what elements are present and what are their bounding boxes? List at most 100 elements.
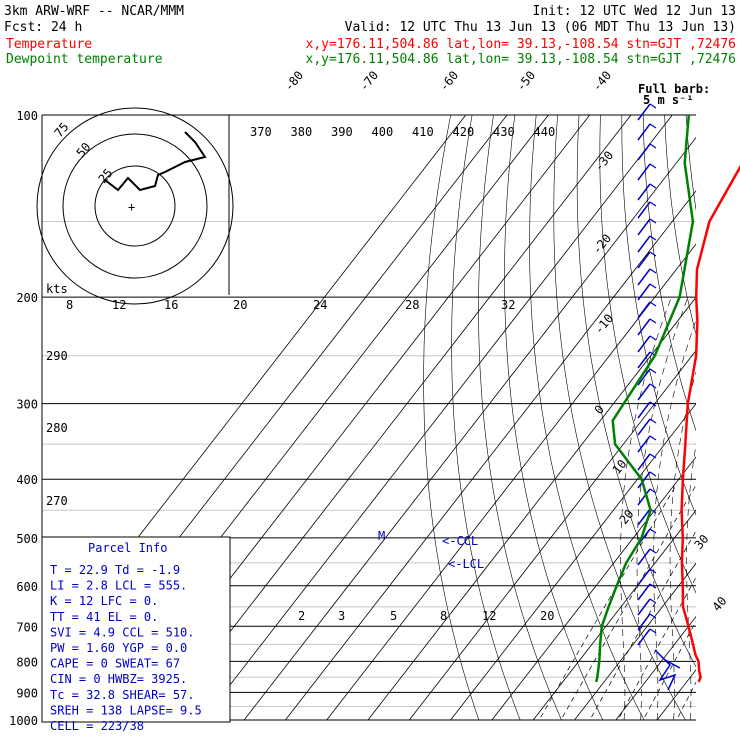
pressure-tick-label: 200	[16, 291, 38, 305]
hodo-speed-label: 32	[501, 298, 515, 312]
temperature-location: x,y=176.11,504.86 lat,lon= 39.13,-108.54…	[306, 37, 736, 52]
theta-label: 390	[331, 125, 353, 139]
wind-barb-flag	[649, 418, 657, 424]
theta-side-label: 280	[46, 421, 68, 435]
mixing-ratio-label: 12	[482, 609, 496, 623]
wind-barb-staff	[637, 335, 651, 353]
lcl-label: <-LCL	[448, 557, 484, 571]
wind-barb-flag	[649, 598, 657, 604]
pressure-tick-label: 1000	[9, 714, 38, 728]
wind-barb-flag	[649, 471, 657, 477]
isotherm-label: -20	[590, 231, 615, 257]
mixing-ratio-label: 8	[440, 609, 447, 623]
parcel-title: Parcel Info	[88, 541, 167, 555]
hodo-speed-label: 28	[405, 298, 419, 312]
dry-adiabat	[451, 115, 521, 720]
dry-adiabat	[707, 115, 740, 733]
isotherm-line	[450, 403, 696, 720]
hodo-ring-75	[36, 107, 234, 305]
hodo-ring-label: 50	[74, 140, 94, 160]
init-time: Init: 12 UTC Wed 12 Jun 13	[533, 4, 737, 19]
pressure-tick-label: 400	[16, 473, 38, 487]
wind-barb-flag	[649, 218, 657, 224]
wind-barb-staff	[637, 268, 651, 286]
wind-barb-staff	[637, 453, 651, 471]
isotherm-label: -60	[437, 68, 462, 94]
ccl-label: <-CCL	[442, 534, 478, 548]
wind-barb-flag	[649, 435, 657, 441]
wind-barb-flag	[649, 143, 657, 149]
wind-barbs: Full barb:5 m s⁻¹	[637, 82, 710, 691]
wind-barb-flag	[649, 401, 657, 407]
isotherm-line	[367, 296, 696, 720]
parcel-row: Tc = 32.8 SHEAR= 57.	[50, 688, 195, 702]
wind-barb-flag	[649, 283, 657, 289]
wind-barb-flag	[649, 548, 657, 554]
wind-barb-staff	[637, 418, 651, 436]
wind-barb-flag	[649, 318, 657, 324]
wind-barb-staff	[637, 103, 651, 121]
isotherm-label: 30	[692, 532, 712, 552]
hodo-speed-label: 20	[233, 298, 247, 312]
isotherm-line	[730, 115, 740, 733]
hodo-ring-label: 25	[96, 166, 116, 186]
wind-barb-staff	[637, 235, 651, 253]
wind-barb-staff	[637, 143, 651, 161]
dry-adiabat	[423, 115, 480, 720]
barb-legend-title: Full barb:	[638, 82, 710, 96]
wind-barb-staff	[637, 368, 651, 386]
model-title: 3km ARW-WRF -- NCAR/MMM	[4, 4, 184, 19]
parcel-row: TT = 41 EL = 0.	[50, 610, 158, 624]
wind-barb-staff	[637, 628, 651, 646]
wind-barb-staff	[637, 568, 651, 586]
parcel-row: CELL = 223/38	[50, 719, 144, 733]
barb-legend-units: 5 m s⁻¹	[643, 93, 694, 107]
parcel-panel-box	[41, 536, 231, 723]
moist-adiabat	[703, 297, 740, 720]
hodo-ring-label: 75	[52, 120, 72, 140]
wind-barb-staff	[637, 613, 651, 631]
pressure-tick-label: 100	[16, 109, 38, 123]
wind-barb-staff	[637, 351, 651, 369]
forecast-hour: Fcst: 24 h	[4, 20, 82, 35]
wind-barb-flag	[649, 583, 657, 589]
theta-label: 430	[493, 125, 515, 139]
mixing-ratio-label: 2	[298, 609, 305, 623]
isotherm-line	[491, 456, 696, 720]
wind-barb-flag	[649, 628, 657, 634]
wind-barb-staff	[637, 488, 651, 506]
isotherm-label: -40	[590, 68, 615, 94]
pressure-tick-label: 300	[16, 398, 38, 412]
wind-barb-flag	[649, 251, 657, 257]
sounding-series: <-CCL <-LCL M	[378, 114, 740, 683]
wind-barb-staff	[637, 508, 651, 526]
theta-side-label: 290	[46, 349, 68, 363]
theta-label: 400	[372, 125, 394, 139]
wind-barb-flag	[649, 528, 657, 534]
dewpoint-line	[594, 114, 695, 683]
hodo-center-marker: +	[128, 200, 135, 214]
hodo-speed-label: 8	[66, 298, 73, 312]
mixing-ratio-line	[538, 485, 677, 720]
dry-adiabat	[576, 115, 696, 668]
isotherm-label: -70	[357, 68, 382, 94]
wind-barb-flag	[649, 163, 657, 169]
mixing-ratio-line	[589, 530, 696, 720]
parcel-row: T = 22.9 Td = -1.9	[50, 563, 180, 577]
isotherm-label: -80	[282, 68, 307, 94]
wind-barb-staff	[637, 548, 651, 566]
parcel-row: CAPE = 0 SWEAT= 67	[50, 657, 180, 671]
parcel-row: CIN = 0 HWBZ= 3925.	[50, 672, 187, 686]
parcel-info-panel: Parcel Info T = 22.9 Td = -1.9 LI = 2.8 LC…	[41, 536, 231, 733]
wind-barb-flag	[649, 301, 657, 307]
wind-barb-staff	[637, 163, 651, 181]
isotherm-line	[202, 115, 673, 720]
wind-barb-staff	[637, 251, 651, 269]
pressure-tick-label: 600	[16, 580, 38, 594]
mixed-level-marker: M	[378, 529, 385, 543]
parcel-row: SVI = 4.9 CCL = 510.	[50, 625, 195, 639]
wind-barb-staff	[637, 183, 651, 201]
isotherm-label: 40	[710, 594, 730, 614]
wind-barb-staff	[637, 471, 651, 489]
pressure-tick-label: 900	[16, 686, 38, 700]
